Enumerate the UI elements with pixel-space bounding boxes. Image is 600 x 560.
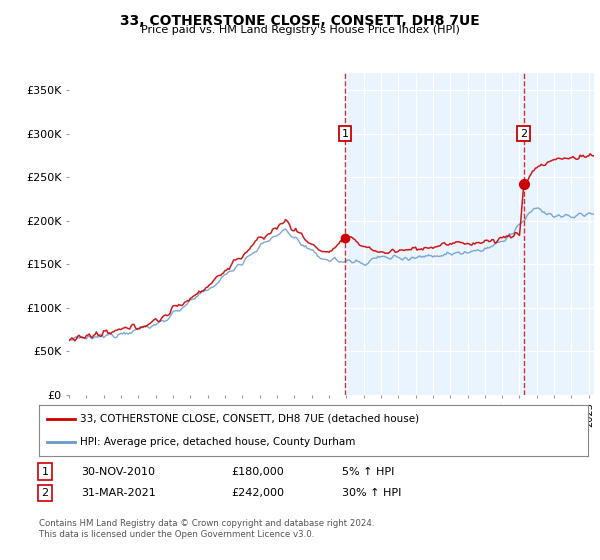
Text: 31-MAR-2021: 31-MAR-2021 <box>81 488 156 498</box>
Text: £180,000: £180,000 <box>231 466 284 477</box>
Text: 5% ↑ HPI: 5% ↑ HPI <box>342 466 394 477</box>
Text: 2: 2 <box>41 488 49 498</box>
Text: 2: 2 <box>520 129 527 139</box>
Text: 1: 1 <box>41 466 49 477</box>
Text: HPI: Average price, detached house, County Durham: HPI: Average price, detached house, Coun… <box>80 437 356 447</box>
Bar <box>345 73 594 395</box>
Text: 1: 1 <box>341 129 349 139</box>
Text: Price paid vs. HM Land Registry's House Price Index (HPI): Price paid vs. HM Land Registry's House … <box>140 25 460 35</box>
Text: 33, COTHERSTONE CLOSE, CONSETT, DH8 7UE: 33, COTHERSTONE CLOSE, CONSETT, DH8 7UE <box>120 14 480 28</box>
Text: £242,000: £242,000 <box>231 488 284 498</box>
Text: 30% ↑ HPI: 30% ↑ HPI <box>342 488 401 498</box>
Text: 33, COTHERSTONE CLOSE, CONSETT, DH8 7UE (detached house): 33, COTHERSTONE CLOSE, CONSETT, DH8 7UE … <box>80 414 419 424</box>
Text: 30-NOV-2010: 30-NOV-2010 <box>81 466 155 477</box>
Text: Contains HM Land Registry data © Crown copyright and database right 2024.
This d: Contains HM Land Registry data © Crown c… <box>39 519 374 539</box>
